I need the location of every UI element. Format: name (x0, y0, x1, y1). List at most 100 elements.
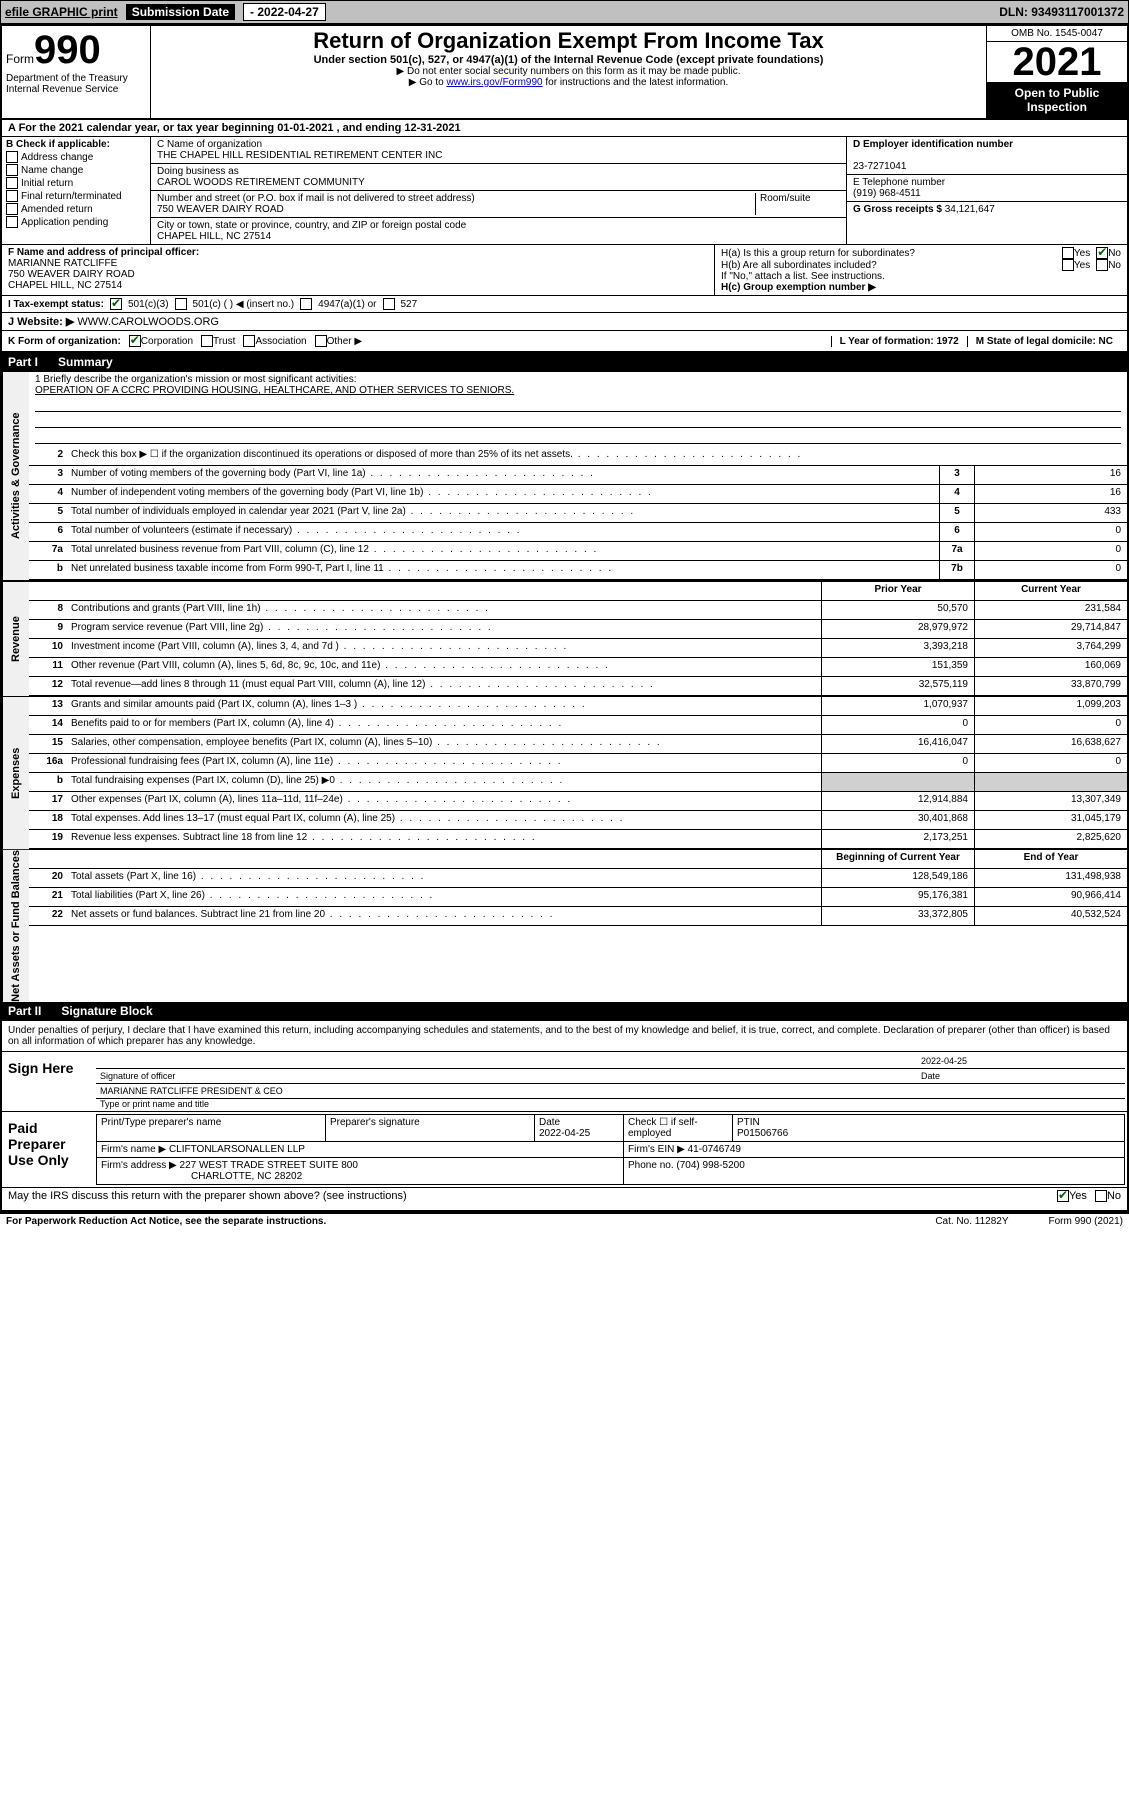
sig-officer-label: Signature of officer (100, 1071, 921, 1081)
col-c-org-info: C Name of organization THE CHAPEL HILL R… (151, 137, 846, 244)
gov-line: 7aTotal unrelated business revenue from … (29, 542, 1127, 561)
top-bar: efile GRAPHIC print Submission Date - 20… (0, 0, 1129, 24)
row-a-tax-year: A For the 2021 calendar year, or tax yea… (2, 120, 1127, 137)
data-line: 22Net assets or fund balances. Subtract … (29, 907, 1127, 926)
cb-corp[interactable] (129, 335, 141, 347)
sig-declaration: Under penalties of perjury, I declare th… (2, 1021, 1127, 1052)
sig-date-label: Date (921, 1071, 1121, 1081)
discuss-row: May the IRS discuss this return with the… (2, 1188, 1127, 1211)
hc: H(c) Group exemption number ▶ (721, 282, 1121, 293)
cb-501c[interactable] (175, 298, 187, 310)
prep-name-label: Print/Type preparer's name (97, 1114, 326, 1141)
data-line: 8Contributions and grants (Part VIII, li… (29, 601, 1127, 620)
col-h-group: H(a) Is this a group return for subordin… (714, 245, 1127, 295)
goto-note: ▶ Go to www.irs.gov/Form990 for instruct… (157, 77, 980, 88)
header-left: Form990 Department of the Treasury Inter… (2, 26, 151, 118)
cb-ha-no[interactable] (1096, 247, 1108, 259)
form-ref: Form 990 (2021) (1049, 1216, 1123, 1227)
street-address: 750 WEAVER DAIRY ROAD (157, 204, 284, 215)
gov-line: 6Total number of volunteers (estimate if… (29, 523, 1127, 542)
form-title: Return of Organization Exempt From Incom… (157, 28, 980, 54)
cb-trust[interactable] (201, 335, 213, 347)
cb-amended[interactable] (6, 203, 18, 215)
cb-final-return[interactable] (6, 190, 18, 202)
submission-label: Submission Date (126, 4, 235, 20)
data-line: 11Other revenue (Part VIII, column (A), … (29, 658, 1127, 677)
year-formation: L Year of formation: 1972 (831, 336, 967, 347)
hb-note: If "No," attach a list. See instructions… (721, 271, 1121, 282)
state-domicile: M State of legal domicile: NC (967, 336, 1121, 347)
vtab-expenses: Expenses (2, 697, 29, 849)
pra-notice: For Paperwork Reduction Act Notice, see … (6, 1216, 326, 1227)
cb-initial-return[interactable] (6, 177, 18, 189)
cb-discuss-no[interactable] (1095, 1190, 1107, 1202)
data-line: 17Other expenses (Part IX, column (A), l… (29, 792, 1127, 811)
ein-label: D Employer identification number (853, 139, 1013, 150)
sig-name-label: Type or print name and title (96, 1099, 1125, 1109)
data-line: 14Benefits paid to or for members (Part … (29, 716, 1127, 735)
data-line: 9Program service revenue (Part VIII, lin… (29, 620, 1127, 639)
cb-assoc[interactable] (243, 335, 255, 347)
col-headers: Prior Year Current Year (29, 582, 1127, 601)
preparer-table: Print/Type preparer's name Preparer's si… (96, 1114, 1125, 1185)
cb-527[interactable] (383, 298, 395, 310)
form-990: Form990 Department of the Treasury Inter… (0, 24, 1129, 1213)
vtab-revenue: Revenue (2, 582, 29, 696)
cb-501c3[interactable] (110, 298, 122, 310)
cb-address-change[interactable] (6, 151, 18, 163)
part-ii-header: Part II Signature Block (2, 1002, 1127, 1021)
part-i-header: Part I Summary (2, 353, 1127, 372)
cb-hb-yes[interactable] (1062, 259, 1074, 271)
dln: DLN: 93493117001372 (999, 5, 1124, 19)
officer-addr1: 750 WEAVER DAIRY ROAD (8, 269, 135, 280)
form-subtitle: Under section 501(c), 527, or 4947(a)(1)… (157, 54, 980, 66)
gov-line: 4Number of independent voting members of… (29, 485, 1127, 504)
gross-receipts: 34,121,647 (945, 204, 995, 215)
form-header: Form990 Department of the Treasury Inter… (2, 26, 1127, 120)
data-line: 10Investment income (Part VIII, column (… (29, 639, 1127, 658)
firm-phone: (704) 998-5200 (676, 1160, 744, 1171)
data-line: 13Grants and similar amounts paid (Part … (29, 697, 1127, 716)
data-line: 18Total expenses. Add lines 13–17 (must … (29, 811, 1127, 830)
org-name: THE CHAPEL HILL RESIDENTIAL RETIREMENT C… (157, 150, 442, 161)
expenses-section: Expenses 13Grants and similar amounts pa… (2, 696, 1127, 849)
room-label: Room/suite (760, 193, 811, 204)
gov-line: 2Check this box ▶ ☐ if the organization … (29, 447, 1127, 466)
data-line: 20Total assets (Part X, line 16)128,549,… (29, 869, 1127, 888)
row-fh: F Name and address of principal officer:… (2, 245, 1127, 296)
officer-addr2: CHAPEL HILL, NC 27514 (8, 280, 122, 291)
efile-link[interactable]: efile GRAPHIC print (5, 5, 118, 19)
row-k-form-org: K Form of organization: Corporation Trus… (2, 331, 1127, 353)
prep-date: 2022-04-25 (539, 1128, 590, 1139)
header-center: Return of Organization Exempt From Incom… (151, 26, 986, 118)
data-line: 21Total liabilities (Part X, line 26)95,… (29, 888, 1127, 907)
footer: For Paperwork Reduction Act Notice, see … (0, 1213, 1129, 1229)
firm-ein: 41-0746749 (688, 1144, 741, 1155)
website: WWW.CAROLWOODS.ORG (77, 316, 219, 328)
cb-name-change[interactable] (6, 164, 18, 176)
cb-hb-no[interactable] (1096, 259, 1108, 271)
cat-no: Cat. No. 11282Y (935, 1216, 1008, 1227)
paid-prep-label: Paid Preparer Use Only (2, 1112, 94, 1187)
cb-app-pending[interactable] (6, 216, 18, 228)
org-name-label: C Name of organization (157, 139, 262, 150)
row-j-website: J Website: ▶ WWW.CAROLWOODS.ORG (2, 313, 1127, 331)
cb-discuss-yes[interactable] (1057, 1190, 1069, 1202)
cb-other[interactable] (315, 335, 327, 347)
sign-here-label: Sign Here (2, 1052, 94, 1111)
tax-year: 2021 (987, 42, 1127, 82)
data-line: 19Revenue less expenses. Subtract line 1… (29, 830, 1127, 849)
vtab-governance: Activities & Governance (2, 372, 29, 580)
col-b-checkboxes: B Check if applicable: Address change Na… (2, 137, 151, 244)
gross-label: G Gross receipts $ (853, 204, 942, 215)
cb-4947[interactable] (300, 298, 312, 310)
firm-addr2: CHARLOTTE, NC 28202 (191, 1171, 302, 1182)
dba-label: Doing business as (157, 166, 239, 177)
cb-ha-yes[interactable] (1062, 247, 1074, 259)
firm-addr1: 227 WEST TRADE STREET SUITE 800 (180, 1160, 358, 1171)
sig-date: 2022-04-25 (921, 1056, 1121, 1066)
header-right: OMB No. 1545-0047 2021 Open to Public In… (986, 26, 1127, 118)
info-grid: B Check if applicable: Address change Na… (2, 137, 1127, 245)
irs-link[interactable]: www.irs.gov/Form990 (446, 77, 542, 88)
dept-treasury: Department of the Treasury Internal Reve… (6, 73, 146, 95)
